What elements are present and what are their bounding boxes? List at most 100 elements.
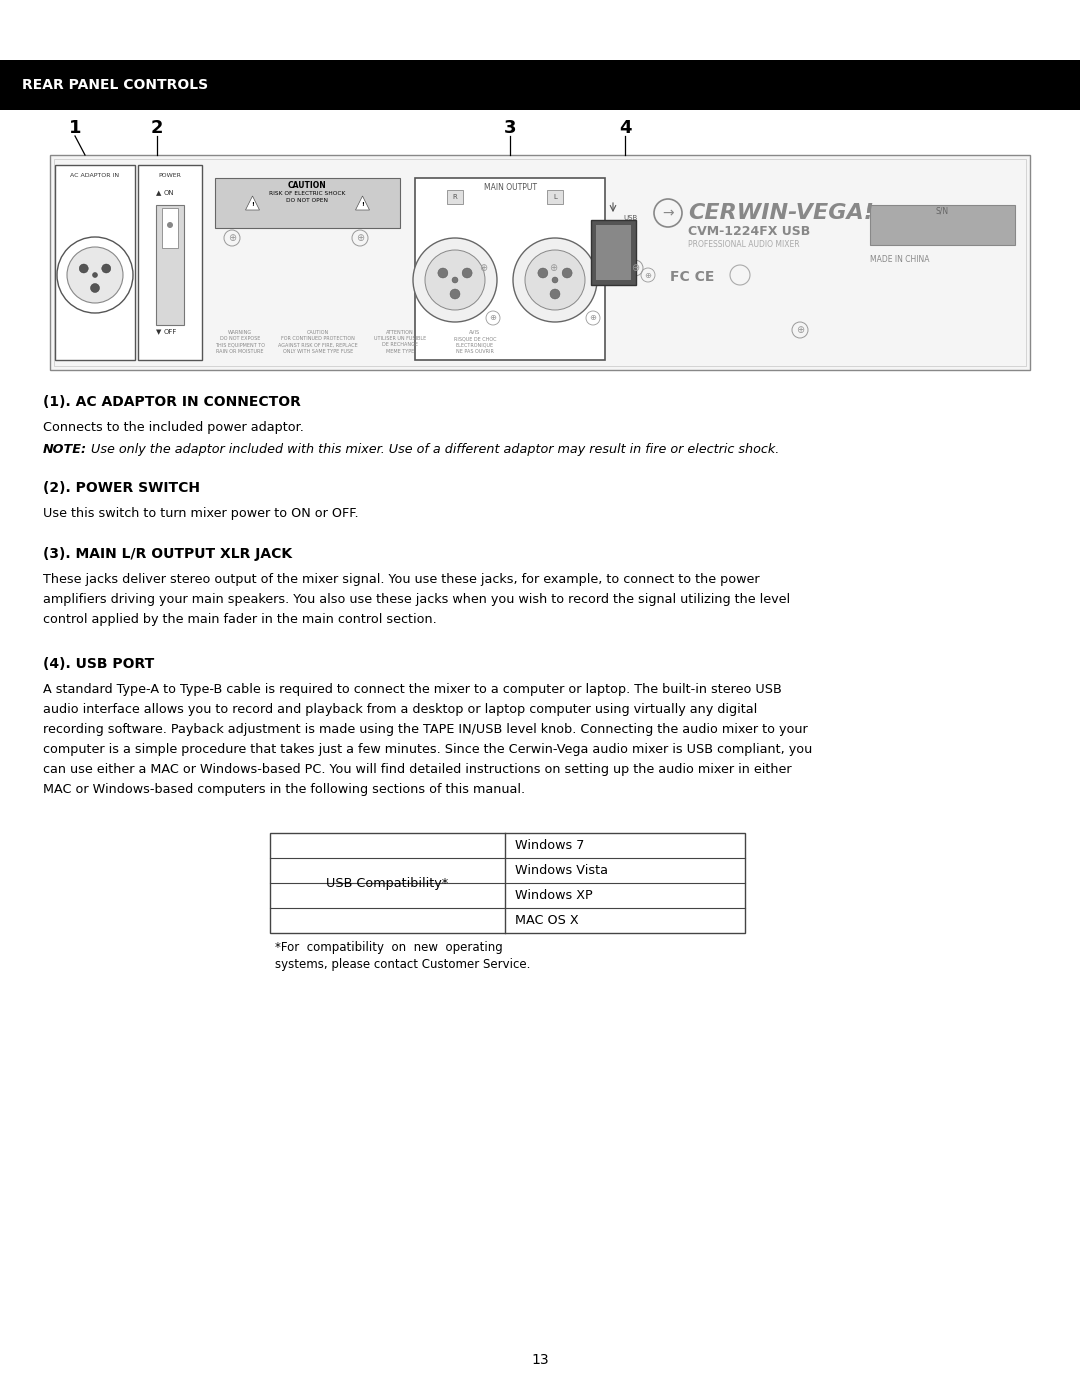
Text: systems, please contact Customer Service.: systems, please contact Customer Service… [275, 958, 530, 971]
Circle shape [550, 289, 561, 299]
Text: ⊕: ⊕ [796, 326, 805, 335]
Text: MAC OS X: MAC OS X [515, 914, 579, 928]
Text: control applied by the main fader in the main control section.: control applied by the main fader in the… [43, 613, 436, 626]
Circle shape [450, 289, 460, 299]
Circle shape [67, 247, 123, 303]
Circle shape [79, 264, 89, 272]
Circle shape [513, 237, 597, 321]
Text: WARNING
DO NOT EXPOSE
THIS EQUIPMENT TO
RAIN OR MOISTURE: WARNING DO NOT EXPOSE THIS EQUIPMENT TO … [215, 330, 265, 353]
Text: 1: 1 [69, 119, 81, 137]
Text: FC CE: FC CE [670, 270, 714, 284]
Text: USB Compatibility*: USB Compatibility* [326, 876, 448, 890]
Text: ⊕: ⊕ [228, 233, 237, 243]
Text: CAUTION
FOR CONTINUED PROTECTION
AGAINST RISK OF FIRE, REPLACE
ONLY WITH SAME TY: CAUTION FOR CONTINUED PROTECTION AGAINST… [279, 330, 357, 353]
Bar [55, 165, 135, 360]
Text: can use either a MAC or Windows-based PC. You will find detailed instructions on: can use either a MAC or Windows-based PC… [43, 763, 792, 775]
Text: S/N: S/N [935, 207, 948, 217]
Bar [447, 190, 463, 204]
Text: 4: 4 [619, 119, 631, 137]
Polygon shape [245, 196, 259, 210]
Text: !: ! [361, 201, 364, 207]
Text: (4). USB PORT: (4). USB PORT [43, 657, 154, 671]
Text: amplifiers driving your main speakers. You also use these jacks when you wish to: amplifiers driving your main speakers. Y… [43, 592, 791, 606]
Text: Connects to the included power adaptor.: Connects to the included power adaptor. [43, 420, 303, 434]
Text: MADE IN CHINA: MADE IN CHINA [870, 256, 930, 264]
Bar [162, 208, 178, 249]
Circle shape [437, 268, 448, 278]
Polygon shape [355, 196, 369, 210]
Text: 13: 13 [531, 1354, 549, 1368]
Text: AVIS
RISQUE DE CHOC
ELECTRONIQUE
NE PAS OUVRIR: AVIS RISQUE DE CHOC ELECTRONIQUE NE PAS … [454, 330, 496, 353]
Text: Windows XP: Windows XP [515, 888, 593, 902]
Bar [138, 165, 202, 360]
Bar [0, 60, 1080, 110]
Text: POWER: POWER [159, 173, 181, 177]
Circle shape [552, 277, 558, 284]
Text: OFF: OFF [164, 330, 177, 335]
Circle shape [167, 222, 173, 228]
Text: Windows 7: Windows 7 [515, 840, 584, 852]
Circle shape [453, 277, 458, 284]
Bar [415, 177, 605, 360]
Text: ⊕: ⊕ [478, 263, 487, 272]
Circle shape [91, 284, 99, 292]
Bar [215, 177, 400, 228]
Circle shape [102, 264, 111, 272]
Text: ON: ON [164, 190, 175, 196]
Circle shape [525, 250, 585, 310]
Bar [270, 833, 745, 933]
Text: AC ADAPTOR IN: AC ADAPTOR IN [70, 173, 120, 177]
Text: (3). MAIN L/R OUTPUT XLR JACK: (3). MAIN L/R OUTPUT XLR JACK [43, 548, 292, 562]
Text: CAUTION: CAUTION [288, 182, 327, 190]
Text: Use this switch to turn mixer power to ON or OFF.: Use this switch to turn mixer power to O… [43, 507, 359, 520]
Bar [596, 225, 631, 279]
Bar [54, 159, 1026, 366]
Text: (1). AC ADAPTOR IN CONNECTOR: (1). AC ADAPTOR IN CONNECTOR [43, 395, 301, 409]
Text: 2: 2 [151, 119, 163, 137]
Text: RISK OF ELECTRIC SHOCK
DO NOT OPEN: RISK OF ELECTRIC SHOCK DO NOT OPEN [269, 191, 346, 203]
Text: *For  compatibility  on  new  operating: *For compatibility on new operating [275, 942, 503, 954]
Text: ▼: ▼ [156, 330, 161, 335]
Text: !: ! [251, 201, 254, 207]
Bar [156, 205, 184, 326]
Text: ⊕: ⊕ [549, 263, 557, 272]
Text: 3: 3 [503, 119, 516, 137]
Text: MAIN OUTPUT: MAIN OUTPUT [484, 183, 537, 191]
Text: ⊕: ⊕ [645, 271, 651, 279]
Circle shape [538, 268, 548, 278]
Text: Use only the adaptor included with this mixer. Use of a different adaptor may re: Use only the adaptor included with this … [87, 443, 780, 455]
Text: L: L [553, 194, 557, 200]
Text: →: → [662, 205, 674, 219]
Text: audio interface allows you to record and playback from a desktop or laptop compu: audio interface allows you to record and… [43, 703, 757, 717]
Text: ⊕: ⊕ [356, 233, 364, 243]
Text: NOTE:: NOTE: [43, 443, 87, 455]
Bar [50, 155, 1030, 370]
Bar [546, 190, 563, 204]
Text: ⊕: ⊕ [590, 313, 596, 323]
Text: ⊕: ⊕ [489, 313, 497, 323]
Text: (2). POWER SWITCH: (2). POWER SWITCH [43, 481, 200, 495]
Circle shape [57, 237, 133, 313]
Text: ATTENTION
UTILISER UN FUSIBLE
DE RECHANGE
MEME TYPE: ATTENTION UTILISER UN FUSIBLE DE RECHANG… [374, 330, 427, 353]
Text: USB: USB [623, 215, 637, 221]
Circle shape [413, 237, 497, 321]
Circle shape [93, 272, 97, 278]
Text: These jacks deliver stereo output of the mixer signal. You use these jacks, for : These jacks deliver stereo output of the… [43, 573, 759, 585]
Circle shape [562, 268, 572, 278]
Text: CVM-1224FX USB: CVM-1224FX USB [688, 225, 810, 237]
Text: recording software. Payback adjustment is made using the TAPE IN/USB level knob.: recording software. Payback adjustment i… [43, 724, 808, 736]
Text: R: R [453, 194, 457, 200]
Bar [591, 219, 636, 285]
Circle shape [462, 268, 472, 278]
Circle shape [426, 250, 485, 310]
Text: CERWIN-VEGA!: CERWIN-VEGA! [688, 203, 874, 224]
Text: REAR PANEL CONTROLS: REAR PANEL CONTROLS [22, 78, 208, 92]
Text: ▲: ▲ [156, 190, 161, 196]
Text: A standard Type-A to Type-B cable is required to connect the mixer to a computer: A standard Type-A to Type-B cable is req… [43, 683, 782, 696]
Bar [870, 205, 1015, 244]
Text: MAC or Windows-based computers in the following sections of this manual.: MAC or Windows-based computers in the fo… [43, 782, 525, 796]
Text: PROFESSIONAL AUDIO MIXER: PROFESSIONAL AUDIO MIXER [688, 240, 799, 249]
Text: ⊕: ⊕ [631, 263, 639, 272]
Text: computer is a simple procedure that takes just a few minutes. Since the Cerwin-V: computer is a simple procedure that take… [43, 743, 812, 756]
Text: Windows Vista: Windows Vista [515, 863, 608, 877]
